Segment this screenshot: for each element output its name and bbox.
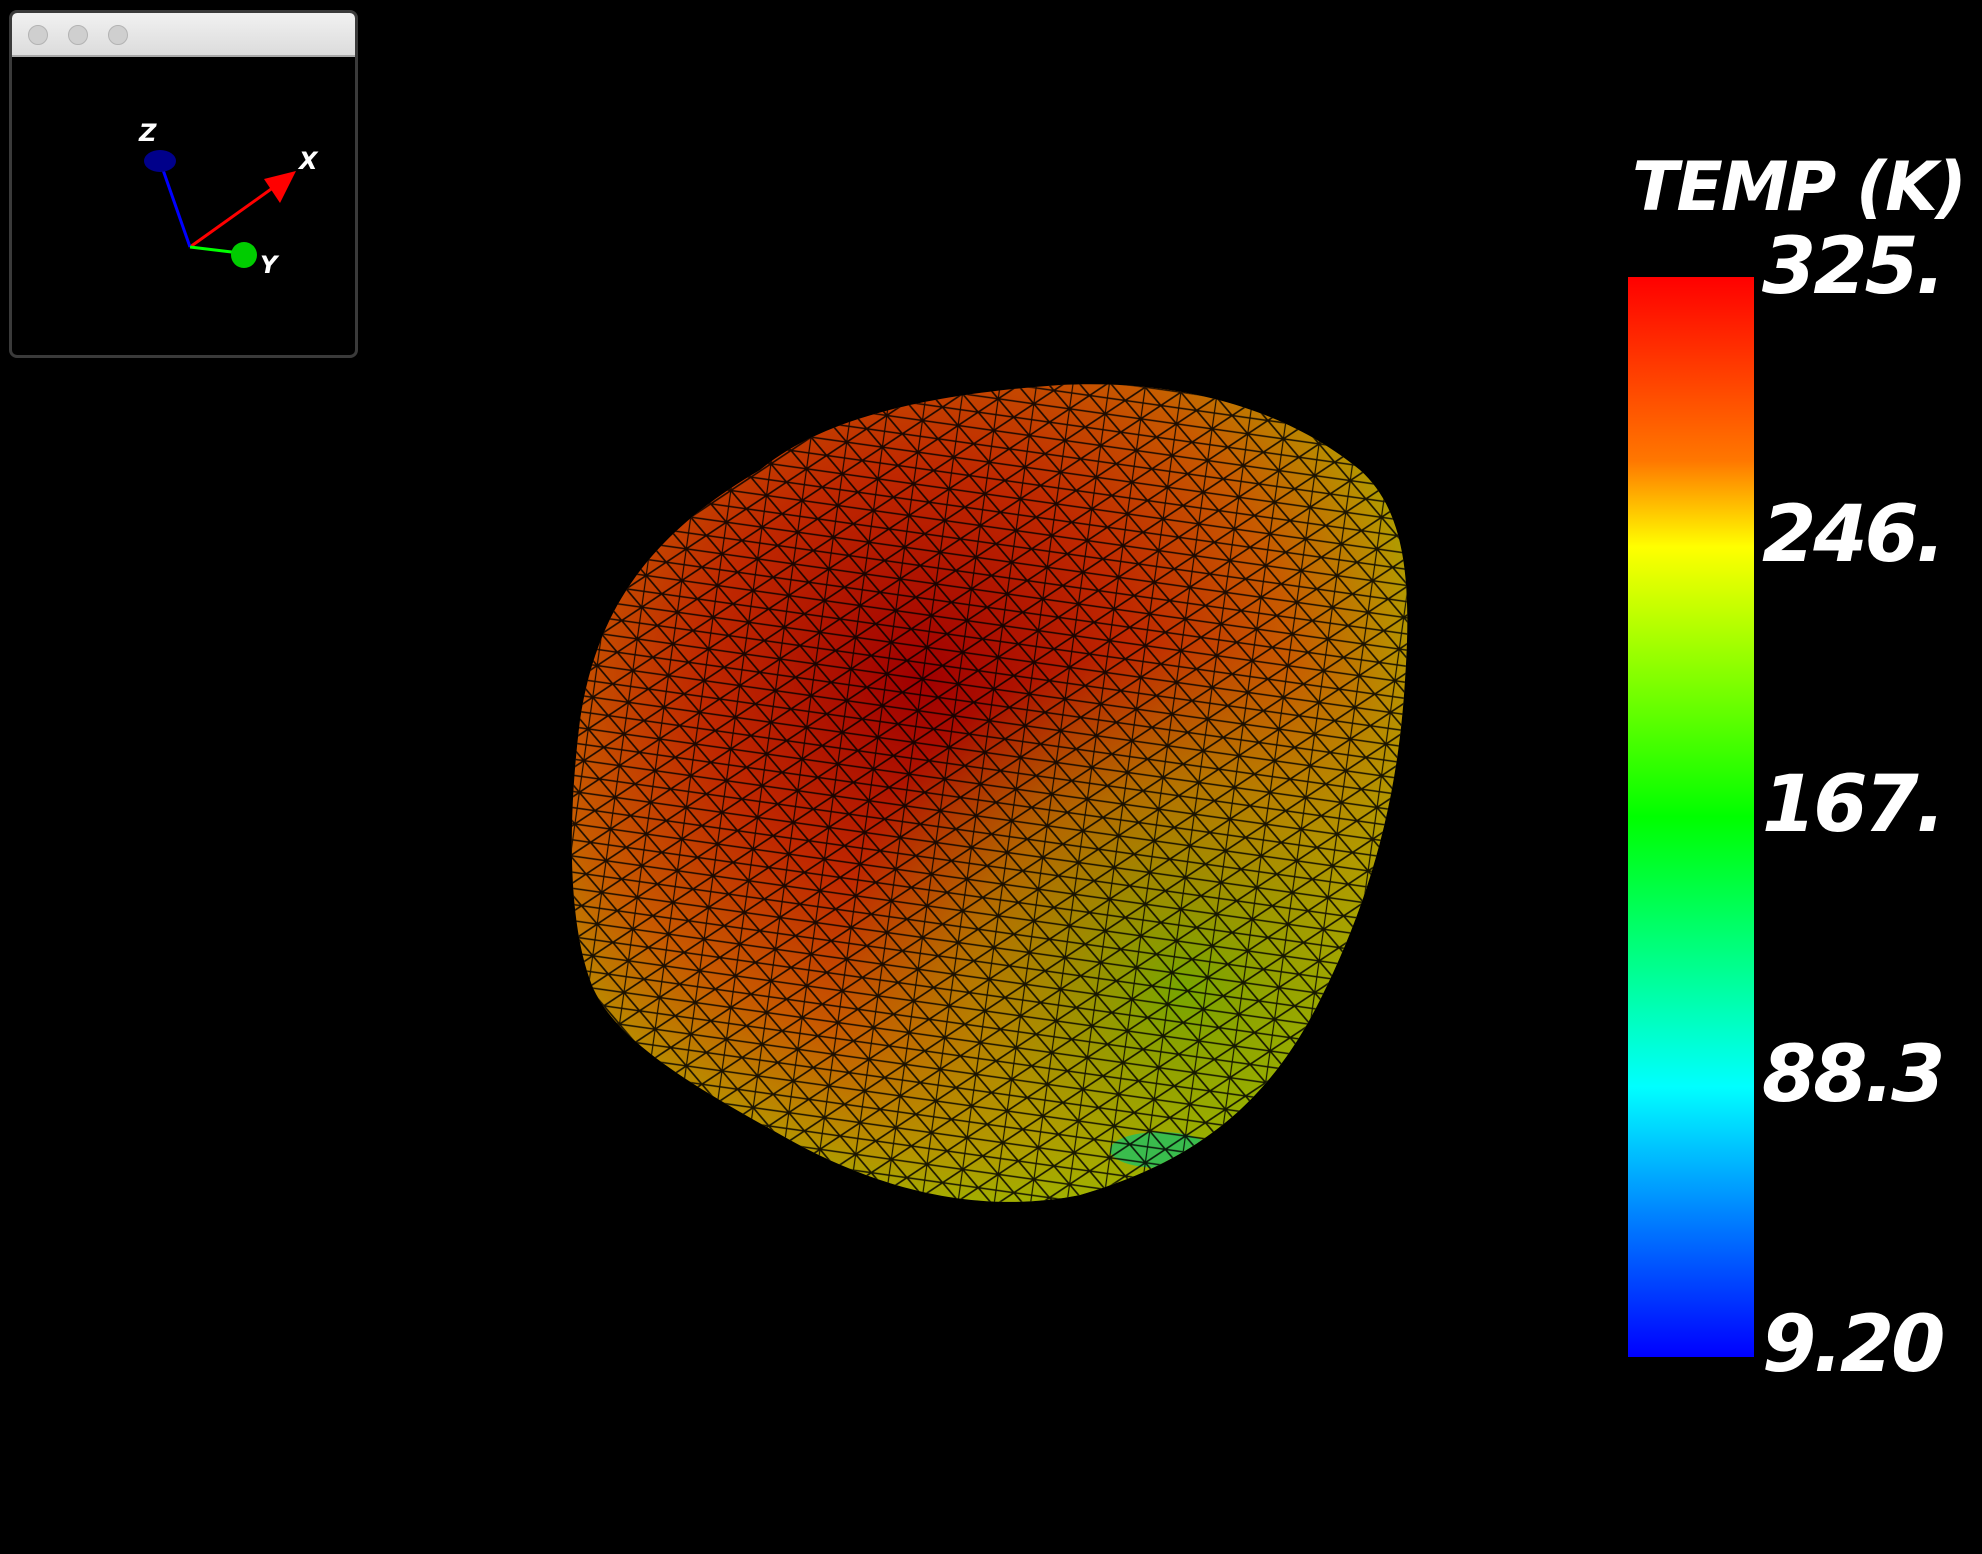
colorbar-gradient	[1628, 277, 1754, 1357]
orientation-axes: X Y Z	[138, 119, 319, 279]
colorbar-label-middle: 167.	[1762, 760, 1945, 850]
colorbar-label-max: 325.	[1762, 222, 1945, 312]
axes-window-titlebar[interactable]	[12, 13, 355, 57]
colorbar-label-lower: 88.3	[1762, 1030, 1945, 1120]
x-axis-label: X	[297, 147, 319, 175]
colorbar-title: TEMP (K)	[1632, 148, 1967, 227]
close-window-button[interactable]	[28, 25, 48, 45]
z-axis-label: Z	[138, 119, 157, 147]
colorbar-label-upper: 246.	[1762, 490, 1945, 580]
x-axis-arrow-icon	[264, 171, 296, 203]
y-axis-arrow-icon	[231, 242, 257, 268]
zoom-window-button[interactable]	[108, 25, 128, 45]
y-axis-label: Y	[260, 251, 280, 279]
minimize-window-button[interactable]	[68, 25, 88, 45]
z-axis-arrow-icon	[144, 150, 176, 172]
orientation-axes-window[interactable]: X Y Z	[9, 10, 358, 358]
x-axis-line	[189, 185, 275, 249]
z-axis-line	[160, 166, 192, 248]
colorbar-label-min: 9.20	[1762, 1300, 1945, 1390]
